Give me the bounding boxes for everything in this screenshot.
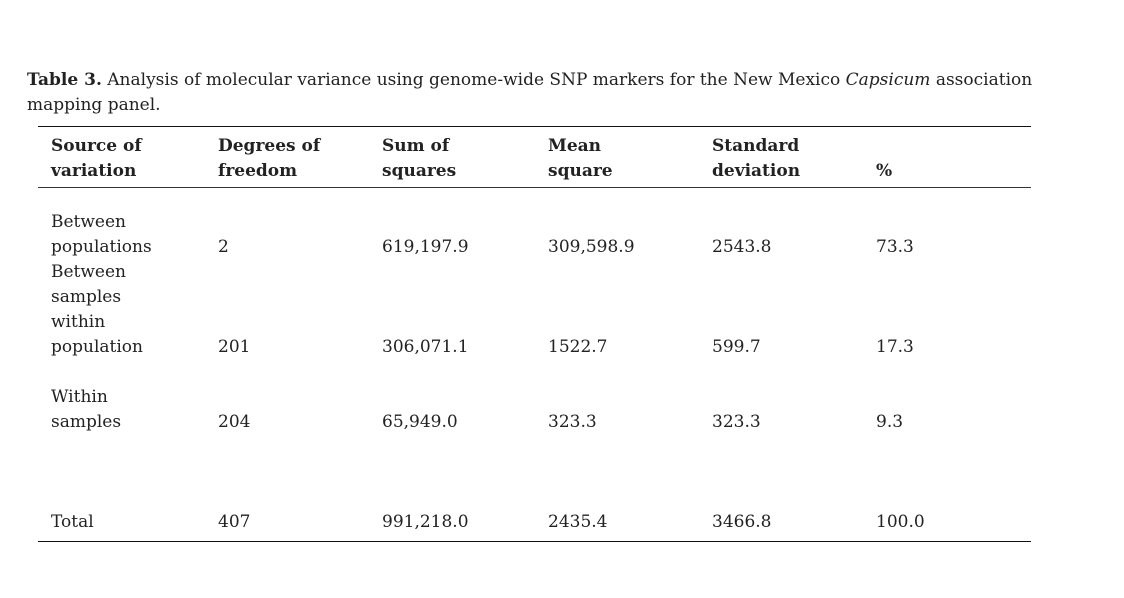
row4-ms: 2435.4 <box>548 512 608 532</box>
header-source: Source of variation <box>51 136 142 181</box>
row3-ms: 323.3 <box>548 412 597 432</box>
row3-sd: 323.3 <box>712 412 761 432</box>
row2-source: Between samples within population <box>51 262 143 357</box>
row2-percent: 17.3 <box>876 337 914 357</box>
header-sd: Standard deviation <box>712 136 801 181</box>
caption-text-2: association mapping panel. <box>27 70 1033 115</box>
table-bottom-rule <box>38 541 1031 542</box>
row1-source: Between populations <box>51 212 152 257</box>
row3-ss: 65,949.0 <box>382 412 458 432</box>
row1-ss: 619,197.9 <box>382 237 469 257</box>
row1-percent: 73.3 <box>876 237 914 257</box>
row2-sd: 599.7 <box>712 337 761 357</box>
row1-ms: 309,598.9 <box>548 237 635 257</box>
table-caption: Table 3. Analysis of molecular variance … <box>27 68 1107 118</box>
row3-percent: 9.3 <box>876 412 904 432</box>
caption-text-1: Analysis of molecular variance using gen… <box>101 70 846 90</box>
row3-source: Within samples <box>51 387 122 432</box>
row4-ss: 991,218.0 <box>382 512 469 532</box>
row2-df: 201 <box>218 337 251 357</box>
row2-ms: 1522.7 <box>548 337 608 357</box>
row2-ss: 306,071.1 <box>382 337 469 357</box>
header-percent: % <box>876 161 893 181</box>
row1-sd: 2543.8 <box>712 237 772 257</box>
caption-genus-italic: Capsicum <box>845 70 931 90</box>
row4-df: 407 <box>218 512 251 532</box>
row3-df: 204 <box>218 412 251 432</box>
header-ms: Mean square <box>548 136 613 181</box>
header-ss: Sum of squares <box>382 136 457 181</box>
row4-source: Total <box>51 512 94 532</box>
header-df: Degrees of freedom <box>218 136 321 181</box>
row1-df: 2 <box>218 237 229 257</box>
table-label: Table 3. <box>27 70 102 90</box>
table-top-rule <box>38 126 1031 127</box>
row4-sd: 3466.8 <box>712 512 772 532</box>
table-header-rule <box>38 187 1031 188</box>
row4-percent: 100.0 <box>876 512 925 532</box>
